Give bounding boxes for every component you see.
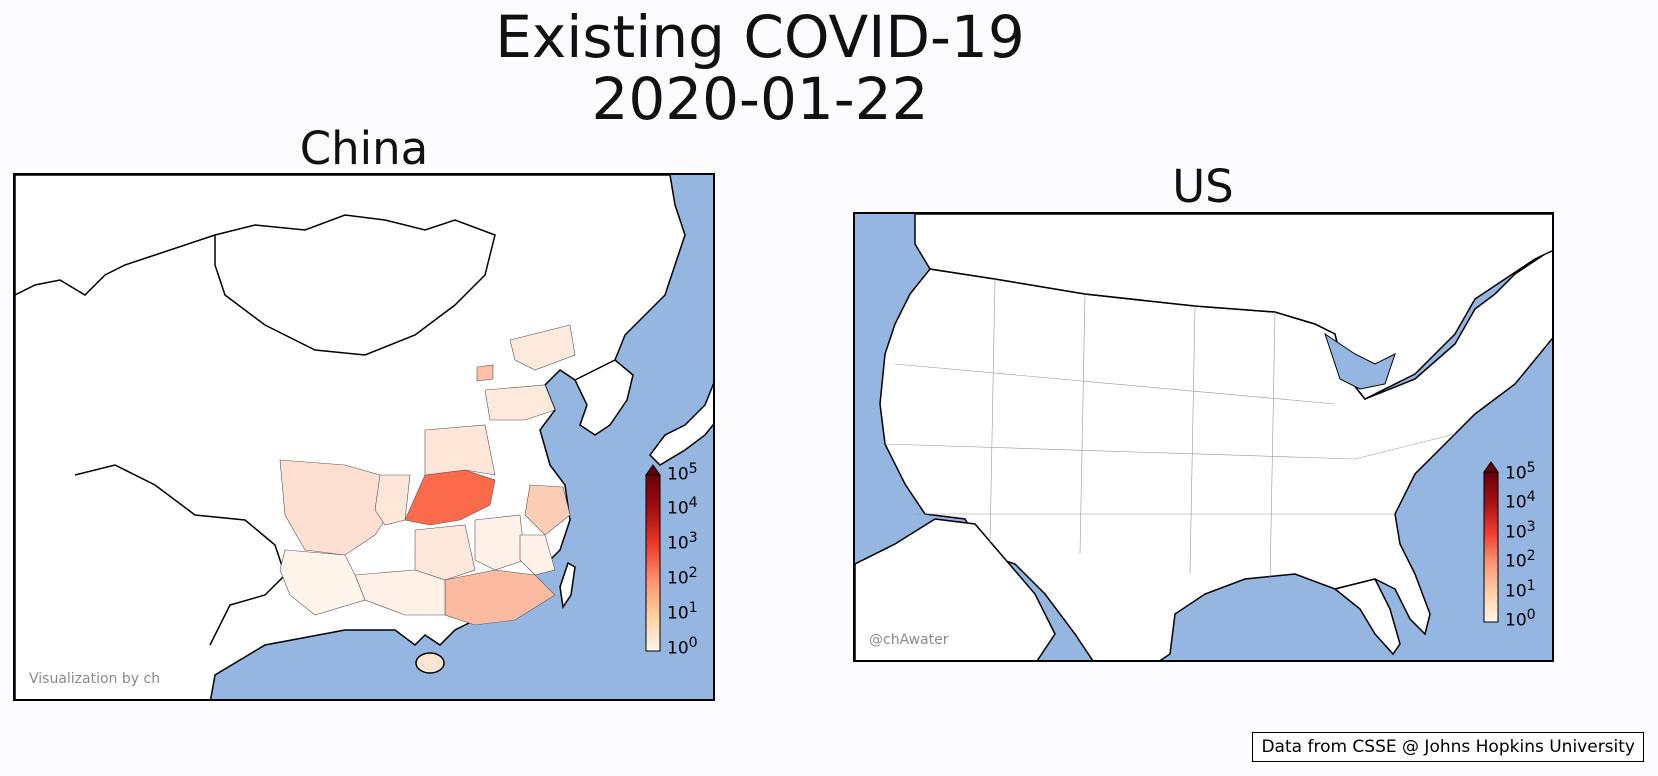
us-state-lines xyxy=(884,278,1456,585)
figure-title-date: 2020-01-22 xyxy=(591,65,929,133)
china-panel-title: China xyxy=(299,122,429,175)
china-colorbar-gradient xyxy=(645,464,661,652)
us-map: @chAwater 100 101 102 103 104 105 xyxy=(853,212,1554,662)
province-guangdong xyxy=(444,569,556,626)
figure-title-main: Existing COVID-19 xyxy=(495,3,1025,71)
china-cbar-tick-5: 105 xyxy=(667,461,698,485)
florida xyxy=(1333,578,1401,656)
us-watermark: @chAwater xyxy=(869,632,949,648)
us-cbar-tick-2: 102 xyxy=(1505,548,1536,572)
province-beijing xyxy=(476,364,494,382)
us-cbar-tick-0: 100 xyxy=(1505,607,1536,631)
korea-peninsula xyxy=(574,359,634,436)
japan-islands xyxy=(649,382,713,466)
china-cbar-tick-1: 101 xyxy=(667,600,698,624)
figure-title: Existing COVID-19 2020-01-22 xyxy=(0,6,1520,130)
china-cbar-tick-3: 103 xyxy=(667,530,698,554)
province-henan xyxy=(424,424,496,476)
us-colorbar: 100 101 102 103 104 105 xyxy=(1483,460,1552,650)
us-cbar-tick-4: 104 xyxy=(1505,489,1536,513)
us-cbar-tick-5: 105 xyxy=(1505,460,1536,484)
southwest-border xyxy=(74,464,286,646)
china-cbar-tick-2: 102 xyxy=(667,565,698,589)
province-liaoning xyxy=(509,324,576,371)
china-watermark: Visualization by ch xyxy=(29,671,161,687)
province-hunan xyxy=(414,524,476,581)
us-map-svg xyxy=(855,214,1552,660)
west-border xyxy=(15,234,216,296)
china-landmass xyxy=(15,175,686,699)
province-sichuan xyxy=(279,459,396,556)
taiwan-island xyxy=(559,561,576,610)
province-fujian xyxy=(519,534,556,576)
china-cbar-tick-4: 104 xyxy=(667,495,698,519)
china-map: Visualization by ch 100 101 102 103 104 … xyxy=(13,173,715,701)
data-attribution: Data from CSSE @ Johns Hopkins Universit… xyxy=(1252,732,1644,762)
us-cbar-tick-1: 101 xyxy=(1505,578,1536,602)
province-yunnan xyxy=(279,549,366,616)
china-cbar-tick-0: 100 xyxy=(667,635,698,659)
us-cbar-tick-3: 103 xyxy=(1505,519,1536,543)
china-colorbar: 100 101 102 103 104 105 xyxy=(645,461,713,659)
hainan-island xyxy=(415,652,445,674)
mongolia-border xyxy=(214,214,496,356)
us-colorbar-gradient xyxy=(1483,461,1499,623)
province-shandong xyxy=(484,384,556,421)
china-map-svg xyxy=(15,175,713,699)
province-zhejiang xyxy=(524,484,571,536)
province-jiangxi xyxy=(474,514,526,571)
us-panel-title: US xyxy=(1172,160,1234,213)
province-chongqing xyxy=(374,474,411,526)
great-lakes xyxy=(1324,332,1396,390)
